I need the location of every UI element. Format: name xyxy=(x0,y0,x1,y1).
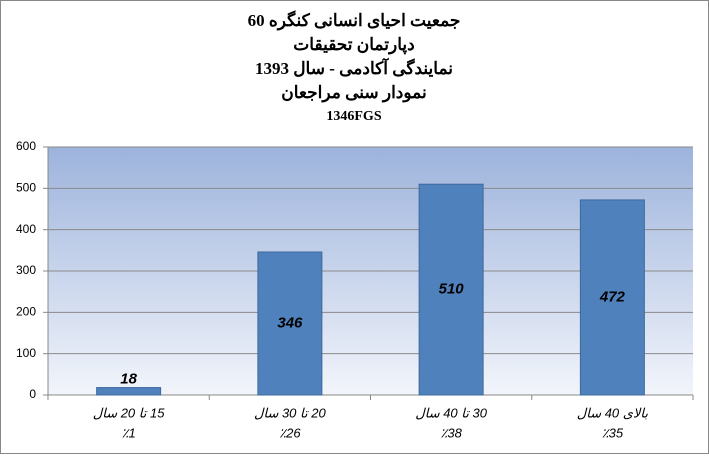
data-label: 510 xyxy=(439,281,465,298)
y-tick-label: 500 xyxy=(16,181,36,195)
bar xyxy=(418,183,484,396)
y-tick-label: 0 xyxy=(29,387,36,401)
x-percent-label: ٪38 xyxy=(440,425,462,440)
data-label: 346 xyxy=(277,314,303,331)
chart-title: 1346FGS xyxy=(326,109,381,124)
chart-title: نمودار سنی مراجعان xyxy=(281,83,426,103)
bar xyxy=(579,199,645,396)
y-tick-label: 300 xyxy=(16,263,36,277)
x-tick-label: 30 تا 40 سال xyxy=(415,405,487,420)
data-label: 472 xyxy=(599,288,626,305)
data-label: 18 xyxy=(120,371,137,388)
y-tick-label: 400 xyxy=(16,222,36,236)
x-percent-label: ٪35 xyxy=(602,425,624,440)
y-tick-label: 100 xyxy=(16,346,36,360)
y-tick-label: 600 xyxy=(16,139,36,153)
chart-title: جمعیت احیای انسانی کنگره 60 xyxy=(248,10,461,31)
bar xyxy=(257,251,323,396)
x-percent-label: ٪26 xyxy=(279,425,301,440)
chart-title: دپارتمان تحقیقات xyxy=(293,35,414,55)
x-tick-label: بالای 40 سال xyxy=(577,405,649,420)
x-tick-label: 20 تا 30 سال xyxy=(254,405,326,420)
x-percent-label: ٪1 xyxy=(122,425,136,440)
y-tick-label: 200 xyxy=(16,305,36,319)
x-tick-label: 15 تا 20 سال xyxy=(93,405,165,420)
bar xyxy=(96,387,162,396)
chart-title: نمایندگی آکادمی - سال 1393 xyxy=(255,57,453,78)
